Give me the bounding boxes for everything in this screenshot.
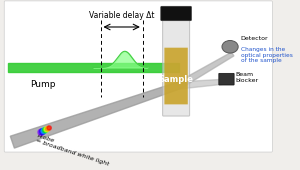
Polygon shape — [177, 52, 234, 89]
Text: Sample: Sample — [159, 75, 194, 84]
Text: Probe
= broadband white light: Probe = broadband white light — [35, 133, 111, 167]
FancyBboxPatch shape — [219, 73, 234, 85]
Polygon shape — [178, 79, 233, 89]
Text: Changes in the
optical properties
of the sample: Changes in the optical properties of the… — [241, 47, 293, 63]
Text: Beam
blocker: Beam blocker — [236, 72, 259, 83]
FancyBboxPatch shape — [163, 17, 190, 116]
Circle shape — [43, 128, 48, 133]
Circle shape — [38, 129, 44, 135]
Circle shape — [40, 129, 45, 134]
Polygon shape — [10, 82, 180, 148]
FancyBboxPatch shape — [4, 1, 272, 152]
Circle shape — [41, 128, 46, 134]
Text: Pump: Pump — [30, 80, 56, 89]
Circle shape — [44, 127, 49, 132]
Text: Variable delay Δt: Variable delay Δt — [89, 11, 154, 20]
Ellipse shape — [222, 40, 238, 53]
Circle shape — [47, 126, 51, 130]
Circle shape — [46, 126, 50, 131]
FancyBboxPatch shape — [161, 6, 191, 21]
Polygon shape — [8, 63, 179, 72]
FancyBboxPatch shape — [164, 48, 188, 104]
Text: Detector: Detector — [241, 36, 268, 41]
